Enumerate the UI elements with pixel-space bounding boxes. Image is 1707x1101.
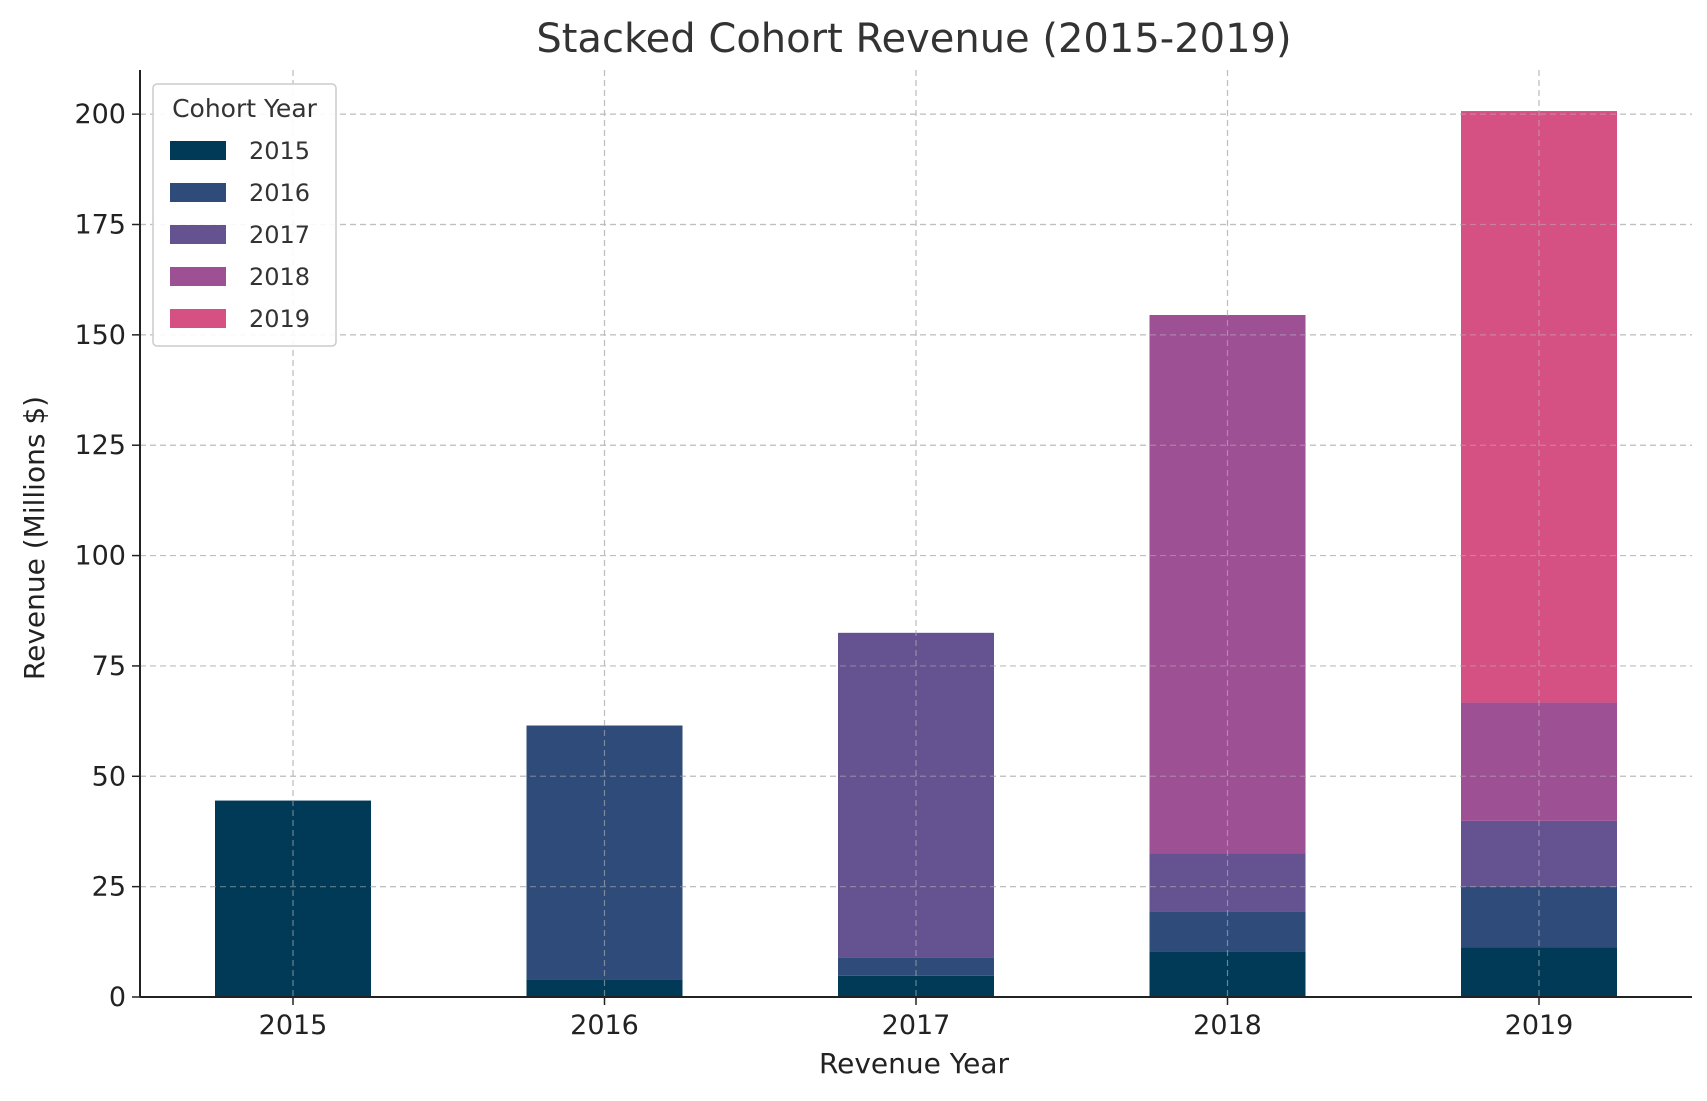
bar-2017-cohort-2015 xyxy=(838,975,994,997)
y-tick-label: 25 xyxy=(92,872,126,903)
legend-label-2015: 2015 xyxy=(249,137,310,165)
x-tick-label: 2017 xyxy=(882,1010,951,1041)
legend-swatch-2016 xyxy=(170,183,226,202)
legend-swatch-2017 xyxy=(170,225,226,244)
legend-label-2019: 2019 xyxy=(249,305,310,333)
x-tick-label: 2016 xyxy=(570,1010,639,1041)
legend-label-2016: 2016 xyxy=(249,179,310,207)
legend-title: Cohort Year xyxy=(172,94,318,123)
legend-swatch-2018 xyxy=(170,267,226,286)
legend-swatch-2019 xyxy=(170,309,226,328)
legend-label-2018: 2018 xyxy=(249,263,310,291)
y-tick-label: 100 xyxy=(74,541,126,572)
y-tick-label: 200 xyxy=(74,99,126,130)
legend-swatch-2015 xyxy=(170,141,226,160)
y-tick-label: 175 xyxy=(74,210,126,241)
bars-layer xyxy=(140,70,1692,998)
bar-2019-cohort-2016 xyxy=(1461,886,1617,948)
y-axis-label: Revenue (Millions $) xyxy=(18,396,51,680)
y-tick-label: 150 xyxy=(74,320,126,351)
x-tick-label: 2015 xyxy=(259,1010,328,1041)
bar-2016-cohort-2015 xyxy=(526,979,683,997)
x-tick-label: 2019 xyxy=(1505,1010,1574,1041)
y-tick-label: 0 xyxy=(109,982,126,1013)
chart-title: Stacked Cohort Revenue (2015-2019) xyxy=(536,16,1291,62)
y-tick-label: 125 xyxy=(74,430,126,461)
y-tick-label: 75 xyxy=(92,651,126,682)
y-tick-label: 50 xyxy=(92,761,126,792)
bar-2017-cohort-2016 xyxy=(838,957,994,976)
x-tick-label: 2018 xyxy=(1193,1010,1262,1041)
legend: Cohort Year 2015 2016 2017 2018 2019 xyxy=(152,83,337,347)
x-axis-label: Revenue Year xyxy=(819,1047,1010,1080)
legend-label-2017: 2017 xyxy=(249,221,310,249)
axes-layer: 0 25 50 75 100 125 150 175 200 2015 2016 2017 2018 20… xyxy=(74,70,1692,1041)
